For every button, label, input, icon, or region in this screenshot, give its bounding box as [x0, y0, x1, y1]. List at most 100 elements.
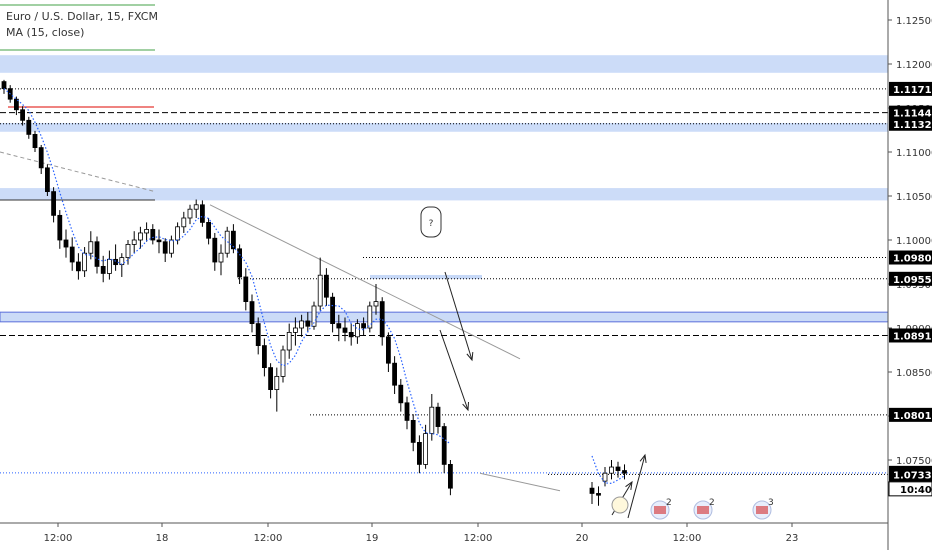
flag-stripe	[756, 506, 768, 514]
supply-demand-zone	[0, 188, 888, 201]
candle-body	[156, 239, 162, 243]
candle-body	[94, 241, 100, 267]
countdown-tag	[888, 481, 932, 497]
economic-event-badge[interactable]: 2	[650, 498, 672, 520]
countdown-text: 10:40	[900, 485, 932, 496]
candle-body	[361, 323, 367, 329]
candle-body	[255, 323, 261, 347]
candle-body	[410, 419, 416, 443]
price-level-tag	[889, 328, 932, 343]
candle-body	[57, 214, 63, 241]
economic-event-badge[interactable]: 2	[693, 498, 715, 520]
question-callout-text: ?	[429, 219, 434, 229]
candle-body	[45, 167, 50, 192]
candle-body	[20, 109, 26, 121]
price-level-tag	[889, 467, 932, 482]
price-level-tag-text: 1.09559	[893, 275, 932, 286]
candle-body	[429, 406, 435, 435]
event-count: 3	[768, 498, 774, 508]
candle-body	[354, 323, 360, 338]
time-tick-label: 12:00	[673, 533, 702, 544]
candle-body	[206, 221, 212, 239]
candle-body	[622, 470, 627, 474]
price-level-tag	[889, 271, 932, 286]
dividend-icon[interactable]	[611, 496, 629, 514]
question-callout[interactable]	[420, 206, 442, 238]
candle-body	[249, 301, 255, 325]
candle-body	[125, 243, 131, 258]
price-level-tag	[889, 407, 932, 422]
indicator-label: MA (15, close)	[6, 26, 85, 39]
candle-body	[38, 147, 44, 169]
price-tick-label: 1.12000	[896, 60, 932, 71]
candle-body	[280, 349, 286, 377]
down-arrow-1	[444, 271, 473, 361]
candle-body	[392, 362, 398, 386]
dashed-trendline	[0, 151, 156, 193]
price-tick-label: 1.11000	[896, 148, 932, 159]
moving-average-layer	[3, 88, 625, 485]
candle-body	[305, 320, 311, 327]
up-arrow-2-head	[639, 453, 647, 463]
event-count: 2	[709, 498, 715, 508]
candle-body	[286, 331, 292, 351]
candle-body	[317, 274, 323, 307]
candle-body	[26, 119, 32, 135]
price-level-tag-text: 1.11717	[893, 85, 932, 96]
candle-body	[144, 229, 150, 234]
time-tick-label: 12:00	[254, 533, 283, 544]
economic-event-badge[interactable]: 3	[752, 498, 774, 520]
candle-body	[336, 323, 342, 329]
supply-demand-zone	[0, 55, 888, 73]
up-arrow-1-head	[625, 480, 633, 490]
zones-layer	[0, 55, 889, 323]
candle-body	[181, 217, 187, 228]
candle-body	[224, 230, 230, 254]
candle-body	[32, 133, 38, 148]
candle-body	[323, 274, 329, 298]
price-tick-label: 1.10500	[896, 192, 932, 203]
supply-demand-zone	[0, 311, 889, 323]
candle-body	[589, 487, 595, 494]
candle-body	[441, 426, 447, 465]
ma-line	[3, 88, 451, 445]
time-axis: 12:00 18 12:00 19 12:00 20 12:00 23	[0, 522, 888, 544]
candle-body	[113, 258, 118, 266]
price-level-tag-text: 1.11447	[893, 109, 932, 120]
candle-body	[63, 239, 69, 248]
candle-body	[373, 301, 379, 307]
candle-body	[230, 230, 236, 250]
down-arrow-2-head	[462, 401, 470, 412]
candle-body	[398, 384, 404, 404]
candle-body	[435, 406, 441, 427]
candle-body	[385, 336, 391, 364]
candle-body	[88, 241, 94, 254]
price-tick-label: 1.12500	[896, 16, 932, 27]
candle-body	[1, 81, 7, 90]
candle-body	[609, 466, 614, 474]
candle-body	[299, 320, 305, 329]
candle-body	[423, 433, 429, 465]
flag-stripe	[654, 506, 666, 514]
price-level-tag	[889, 81, 932, 96]
candle-body	[416, 441, 422, 465]
price-level-tag	[889, 250, 932, 265]
candle-body	[168, 239, 174, 254]
candle-body	[82, 252, 87, 272]
time-tick-label: 19	[366, 533, 379, 544]
price-level-tag-text: 1.08915	[893, 331, 932, 342]
candle-body	[13, 98, 19, 111]
down-arrow-1-head	[466, 351, 474, 362]
candle-body	[379, 301, 385, 338]
candle-body	[367, 305, 373, 329]
price-level-tag	[889, 116, 932, 131]
candle-body	[218, 252, 224, 263]
price-tick-label: 1.07500	[896, 456, 932, 467]
candle-body	[69, 246, 75, 263]
candle-body	[311, 305, 317, 327]
candle-body	[602, 472, 608, 482]
candle-body	[175, 226, 181, 241]
